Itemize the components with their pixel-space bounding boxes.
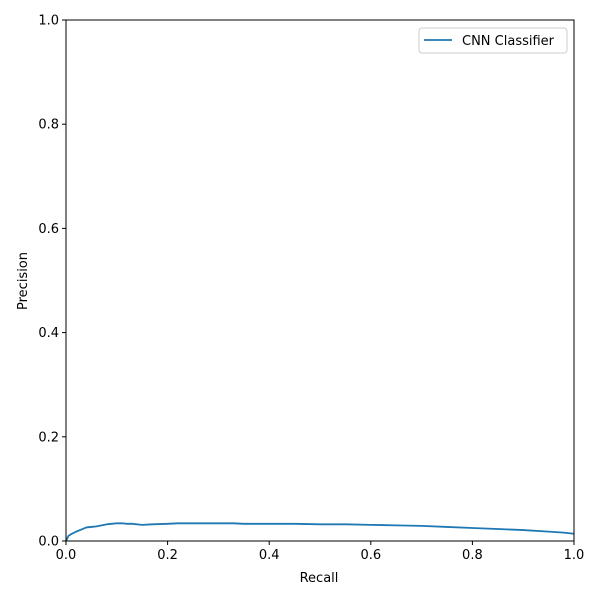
x-tick-label: 0.8 xyxy=(462,548,483,563)
y-tick-label: 0.8 xyxy=(38,118,59,133)
y-tick-label: 0.6 xyxy=(38,222,59,237)
y-tick-label: 1.0 xyxy=(38,14,59,29)
y-tick-label: 0.4 xyxy=(38,326,59,341)
plot-area xyxy=(65,522,575,542)
y-tick-label: 0.0 xyxy=(38,535,59,550)
x-tick-label: 0.6 xyxy=(360,548,381,563)
x-axis-label: Recall xyxy=(300,571,339,586)
x-axis-ticks: 0.0 0.2 0.4 0.6 0.8 1.0 xyxy=(56,541,585,563)
y-axis-ticks: 0.0 0.2 0.4 0.6 0.8 1.0 xyxy=(38,14,66,550)
series-line-cnn-classifier xyxy=(65,522,575,542)
legend: CNN Classifier xyxy=(418,27,568,54)
legend-box xyxy=(418,27,568,54)
y-tick-label: 0.2 xyxy=(38,430,59,445)
y-axis-label: Precision xyxy=(16,252,31,310)
axes-frame xyxy=(65,19,575,542)
x-tick-label: 0.2 xyxy=(157,548,178,563)
legend-label-cnn-classifier: CNN Classifier xyxy=(462,34,555,49)
x-tick-label: 0.4 xyxy=(259,548,280,563)
x-tick-label: 1.0 xyxy=(564,548,585,563)
x-tick-label: 0.0 xyxy=(56,548,77,563)
